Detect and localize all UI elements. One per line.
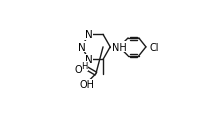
Text: OH: OH (79, 80, 95, 90)
Text: N: N (85, 30, 93, 40)
Text: NH: NH (112, 42, 127, 52)
Text: N: N (85, 55, 93, 65)
Text: O: O (74, 65, 82, 75)
Text: H: H (81, 62, 87, 70)
Text: Cl: Cl (149, 42, 159, 52)
Text: N: N (78, 42, 85, 52)
